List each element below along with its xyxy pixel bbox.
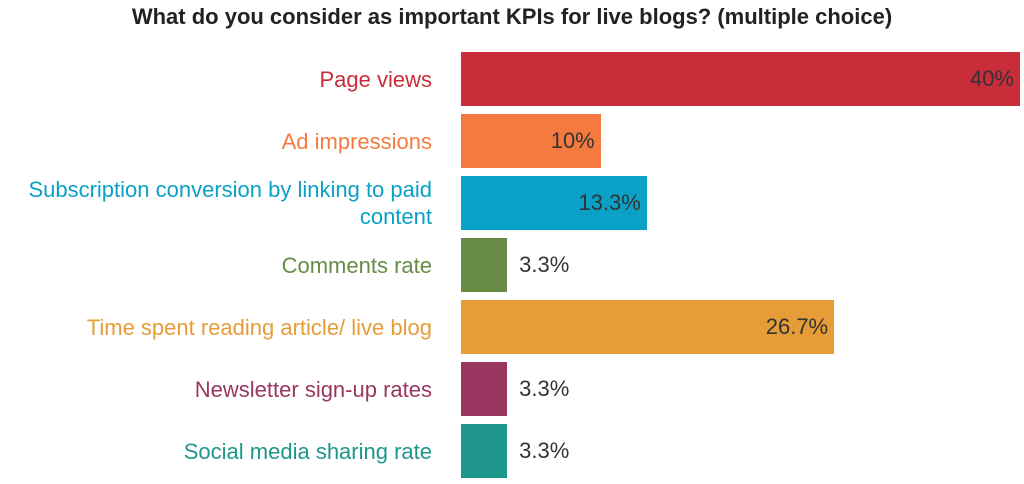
- bar: [461, 238, 508, 292]
- bar: [461, 424, 508, 478]
- bar: [461, 114, 601, 168]
- value-label: 40%: [969, 66, 1014, 91]
- value-label: 3.3%: [519, 252, 570, 277]
- value-label: 3.3%: [519, 438, 570, 463]
- category-label: Time spent reading article/ live blog: [86, 314, 432, 340]
- category-label: Social media sharing rate: [183, 438, 432, 464]
- value-label: 26.7%: [765, 314, 829, 339]
- bar: [461, 52, 1020, 106]
- category-label: Ad impressions: [281, 128, 432, 154]
- value-label: 10%: [550, 128, 595, 153]
- category-label: Newsletter sign-up rates: [194, 376, 432, 402]
- value-label: 13.3%: [578, 190, 641, 215]
- chart-title: What do you consider as important KPIs f…: [131, 4, 893, 29]
- bar: [461, 362, 508, 416]
- category-label: Subscription conversion by linking to pa…: [28, 177, 432, 229]
- bar: [461, 176, 647, 230]
- value-label: 3.3%: [519, 376, 570, 401]
- category-label: Page views: [319, 66, 432, 92]
- bar: [461, 300, 835, 354]
- category-label: Comments rate: [281, 252, 432, 278]
